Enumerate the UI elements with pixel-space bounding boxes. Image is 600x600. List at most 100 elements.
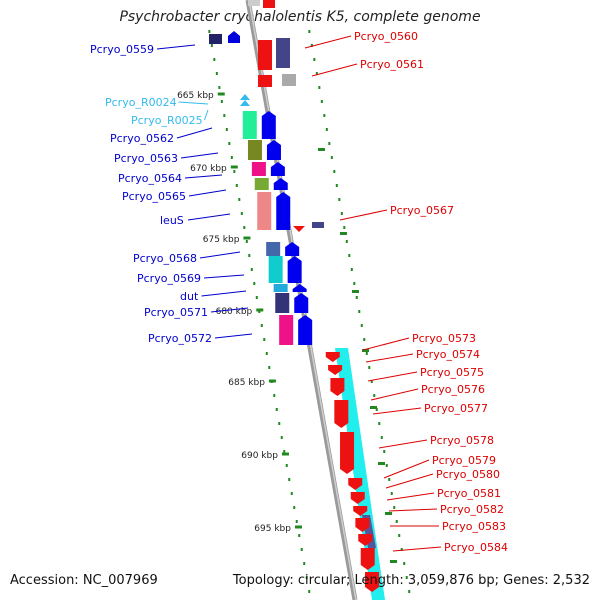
track-dot bbox=[278, 422, 281, 425]
ruler-tick bbox=[385, 512, 392, 515]
track-dot bbox=[315, 72, 318, 75]
gene-label: Pcryo_0569 bbox=[137, 272, 201, 285]
gene-label: Pcryo_0565 bbox=[122, 190, 186, 203]
gene-label: Pcryo_0575 bbox=[420, 366, 484, 379]
gene-arrow bbox=[353, 506, 368, 516]
gene-label: Pcryo_0576 bbox=[421, 383, 485, 396]
track-dots bbox=[208, 30, 411, 593]
ruler-tick-label: 665 kbp bbox=[177, 91, 214, 101]
track-dot bbox=[255, 296, 258, 299]
ruler-tick bbox=[268, 379, 276, 383]
track-dot bbox=[268, 366, 271, 369]
label-leader bbox=[180, 152, 219, 159]
track-dot bbox=[348, 254, 351, 257]
ruler-tick bbox=[230, 165, 238, 169]
track-dot bbox=[353, 282, 356, 285]
gene-arrow bbox=[325, 352, 340, 362]
map-title: Psychrobacter cryohalolentis K5, complet… bbox=[119, 9, 481, 25]
gene-arrow bbox=[328, 365, 343, 375]
label-leader bbox=[367, 371, 418, 382]
track-dot bbox=[213, 58, 216, 61]
track-dot bbox=[338, 198, 341, 201]
track-dot bbox=[240, 212, 243, 215]
track-dot bbox=[228, 142, 231, 145]
track-dot bbox=[295, 520, 298, 523]
label-leader bbox=[385, 473, 434, 489]
track-dot bbox=[340, 212, 343, 215]
gene-label: Pcryo_0583 bbox=[442, 520, 506, 533]
track-dot bbox=[333, 170, 336, 173]
gene-label: Pcryo_0563 bbox=[114, 152, 178, 165]
gene-block bbox=[279, 315, 294, 345]
label-leader bbox=[383, 459, 430, 479]
gene-arrow bbox=[273, 178, 288, 190]
gene-arrow bbox=[266, 140, 281, 160]
ruler-tick bbox=[281, 452, 289, 456]
gene-block bbox=[247, 140, 262, 160]
ruler-tick-label: 675 kbp bbox=[203, 235, 240, 245]
gene-arrow bbox=[228, 31, 240, 43]
ruler-tick-label: 670 kbp bbox=[190, 164, 227, 174]
label-leader bbox=[370, 388, 419, 401]
gene-block bbox=[254, 178, 269, 190]
label-leader bbox=[199, 251, 241, 259]
track-dot bbox=[238, 198, 241, 201]
gene-arrow bbox=[261, 111, 276, 139]
label-leader bbox=[372, 407, 422, 415]
label-leader bbox=[311, 63, 358, 77]
gene-block bbox=[266, 242, 281, 256]
gene-arrow bbox=[287, 256, 302, 283]
label-leader bbox=[365, 353, 414, 363]
gene-arrow bbox=[276, 192, 291, 230]
track-dot bbox=[370, 380, 373, 383]
track-dot bbox=[280, 436, 283, 439]
gene-arrow bbox=[358, 534, 373, 546]
track-dot bbox=[365, 352, 368, 355]
gene-arrow bbox=[292, 284, 307, 292]
track-dot bbox=[368, 366, 371, 369]
track-dot bbox=[318, 86, 321, 89]
track-dot bbox=[398, 534, 401, 537]
gene-label: Pcryo_0561 bbox=[360, 58, 424, 71]
gene-arrow bbox=[293, 226, 305, 232]
track-dot bbox=[248, 254, 251, 257]
gene-arrow bbox=[298, 315, 313, 345]
gene-label: Pcryo_0578 bbox=[430, 434, 494, 447]
track-dot bbox=[393, 506, 396, 509]
gene-label: Pcryo_0572 bbox=[148, 332, 212, 345]
gene-block bbox=[282, 74, 296, 86]
track-dot bbox=[250, 268, 253, 271]
track-dot bbox=[320, 100, 323, 103]
track-dot bbox=[373, 394, 376, 397]
gene-label: Pcryo_0577 bbox=[424, 402, 488, 415]
track-dot bbox=[225, 128, 228, 131]
track-dot bbox=[325, 128, 328, 131]
track-dot bbox=[223, 114, 226, 117]
label-leader bbox=[176, 127, 213, 139]
label-leader bbox=[188, 189, 227, 197]
gene-block bbox=[209, 34, 222, 44]
track-dot bbox=[380, 436, 383, 439]
track-dot bbox=[230, 156, 233, 159]
track-dot bbox=[285, 464, 288, 467]
track-dot bbox=[345, 240, 348, 243]
gene-label: Pcryo_0567 bbox=[390, 204, 454, 217]
track-dot bbox=[378, 422, 381, 425]
ruler-tick-label: 685 kbp bbox=[228, 378, 265, 388]
gene-label: Pcryo_0580 bbox=[436, 468, 500, 481]
track-dot bbox=[263, 338, 266, 341]
track-dot bbox=[310, 44, 313, 47]
label-leader bbox=[362, 337, 410, 351]
track-dot bbox=[343, 226, 346, 229]
ruler-tick bbox=[390, 560, 397, 563]
track-dot bbox=[220, 100, 223, 103]
label-leader bbox=[388, 508, 438, 512]
gene-block bbox=[263, 0, 275, 8]
track-dot bbox=[363, 338, 366, 341]
label-leader bbox=[214, 333, 253, 339]
track-dot bbox=[375, 408, 378, 411]
gene-label: Pcryo_0573 bbox=[412, 332, 476, 345]
label-leader bbox=[201, 290, 247, 297]
track-dot bbox=[328, 142, 331, 145]
gene-label: Pcryo_0564 bbox=[118, 172, 182, 185]
